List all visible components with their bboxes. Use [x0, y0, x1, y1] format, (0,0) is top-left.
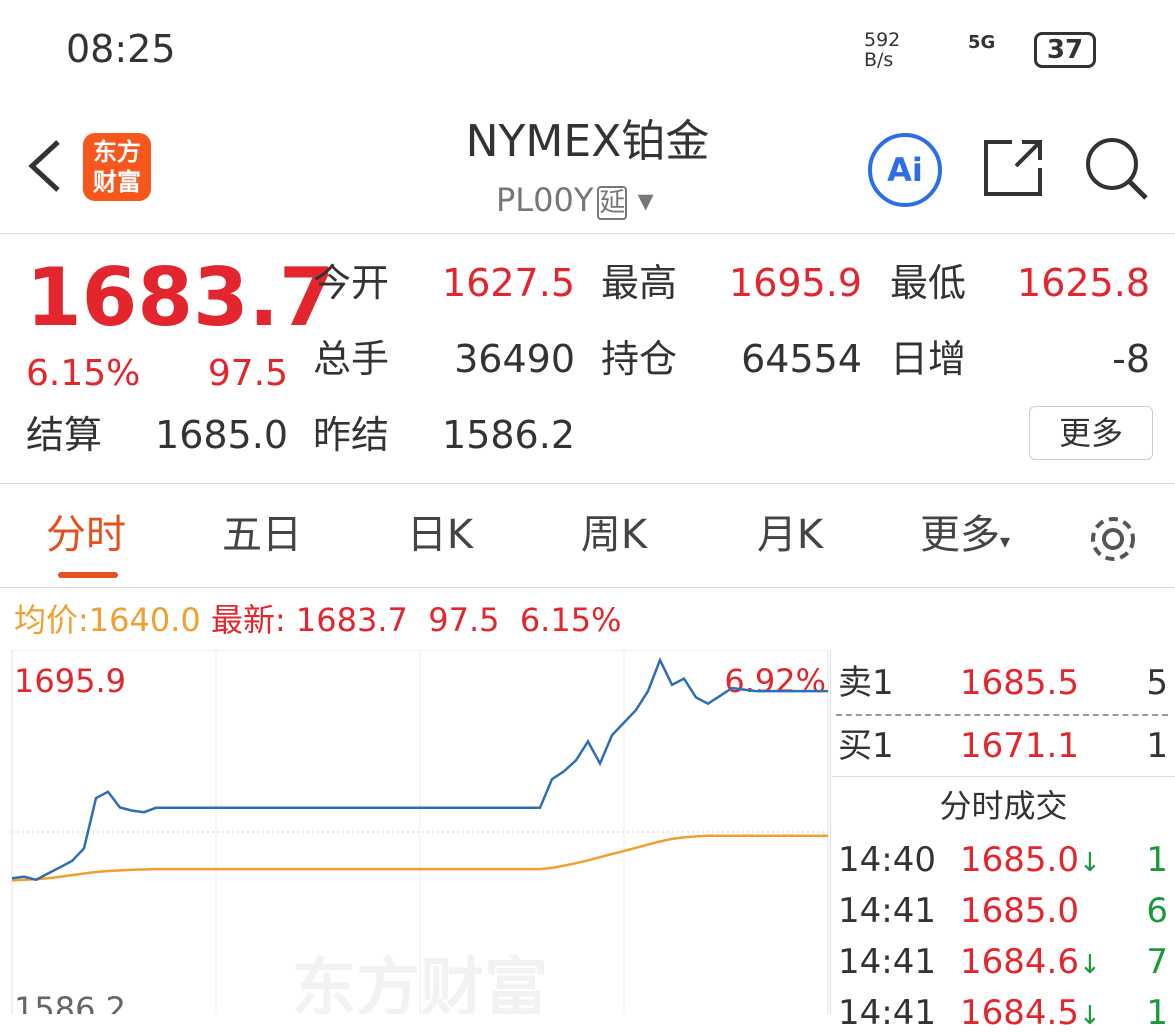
- book-label: 买1: [838, 726, 894, 766]
- book-volume: 1: [1146, 726, 1168, 766]
- latest-label: 最新:: [210, 601, 286, 639]
- trade-time: 14:41: [838, 891, 936, 931]
- search-button[interactable]: [1084, 136, 1150, 202]
- field-value: 1695.9: [729, 261, 862, 305]
- field-value: 1625.8: [1017, 261, 1150, 305]
- trade-volume: 7: [1146, 942, 1168, 982]
- field-value: 1685.0: [155, 413, 288, 457]
- top-pct: 6.92%: [724, 662, 826, 700]
- divider: [830, 650, 831, 1014]
- tab-indicator: [58, 572, 118, 578]
- average-line: [11, 834, 828, 882]
- speed-value: 592: [864, 29, 901, 51]
- trade-time: 14:40: [838, 840, 936, 880]
- book-price: 1671.1: [960, 726, 1079, 766]
- trade-dir: ↓: [1078, 848, 1101, 878]
- field-label: 日增: [890, 337, 967, 381]
- field-label: 总手: [313, 337, 390, 381]
- latest-value: 1683.7: [295, 601, 408, 639]
- trade-volume: 1: [1146, 840, 1168, 880]
- ai-button[interactable]: Ai: [868, 133, 942, 207]
- watermark: 东方财富: [292, 952, 548, 1014]
- divider: [0, 483, 1175, 484]
- price-line: [11, 656, 828, 882]
- more-button[interactable]: 更多: [1029, 406, 1153, 460]
- intraday-chart: 东方财富 1695.9 6.92% 1586.2: [11, 650, 829, 1014]
- field-label: 今开: [313, 261, 390, 305]
- tab[interactable]: 五日: [222, 512, 302, 558]
- latest-change: 97.5: [428, 601, 500, 639]
- trades-title: 分时成交: [939, 787, 1068, 825]
- share-button[interactable]: [982, 136, 1046, 200]
- summary: 均价:1640.0 最新: 1683.7 97.5 6.15%: [14, 604, 621, 636]
- tab-caret: ▾: [999, 529, 1011, 553]
- field-label: 最低: [890, 261, 967, 305]
- net-speed: 592 B/s: [864, 30, 900, 70]
- field-value: 36490: [454, 337, 575, 381]
- latest-pct: 6.15%: [519, 601, 622, 639]
- signal: 5G: [968, 32, 996, 53]
- trade-price: 1685.0↓: [960, 840, 1101, 880]
- book-divider: [836, 714, 1168, 716]
- speed-unit: B/s: [864, 49, 894, 71]
- clock: 08:25: [66, 27, 176, 71]
- book-price: 1685.5: [960, 663, 1079, 703]
- code: PL00Y 延 ▾: [496, 181, 654, 220]
- trade-volume: 6: [1146, 891, 1168, 931]
- logo: 东方 财富: [83, 133, 151, 201]
- trade-dir: ↓: [1078, 1001, 1101, 1031]
- symbol: PL00Y: [496, 181, 594, 219]
- book-label: 卖1: [838, 663, 894, 703]
- battery: 37: [1034, 32, 1096, 68]
- tab[interactable]: 周K: [580, 512, 648, 558]
- trade-time: 14:41: [838, 942, 936, 982]
- avg-value: 1640.0: [88, 601, 201, 639]
- field-label: 持仓: [601, 337, 678, 381]
- trade-price: 1685.0: [960, 891, 1079, 931]
- delay-badge: 延: [597, 186, 628, 220]
- chart-frame: [11, 650, 829, 1014]
- field-label: 结算: [26, 413, 103, 457]
- trade-price: 1684.6↓: [960, 942, 1101, 982]
- last-price: 1683.7: [26, 251, 335, 344]
- divider: [0, 587, 1175, 588]
- logo-line: 财富: [93, 168, 141, 196]
- trade-volume: 1: [1146, 993, 1168, 1033]
- field-label: 最高: [601, 261, 678, 305]
- tab[interactable]: 月K: [756, 512, 824, 558]
- divider: [832, 776, 1175, 777]
- trade-dir: ↓: [1078, 950, 1101, 980]
- tab[interactable]: 日K: [406, 512, 474, 558]
- field-value: 1586.2: [442, 413, 575, 457]
- book-volume: 5: [1146, 663, 1168, 703]
- avg-label: 均价:: [14, 601, 89, 639]
- top-label: 1695.9: [14, 662, 126, 700]
- change: 97.5: [207, 353, 288, 394]
- field-value: 1627.5: [442, 261, 575, 305]
- tab[interactable]: 分时: [46, 512, 126, 558]
- logo-line: 东方: [93, 138, 141, 166]
- change-pct: 6.15%: [26, 353, 141, 394]
- settings-button[interactable]: [1086, 512, 1140, 566]
- back-button[interactable]: [26, 138, 66, 198]
- field-value: 64554: [741, 337, 862, 381]
- trade-time: 14:41: [838, 993, 936, 1033]
- mid-label: 1586.2: [14, 990, 126, 1014]
- divider: [0, 233, 1175, 234]
- field-value: -8: [1112, 337, 1150, 381]
- field-label: 昨结: [313, 413, 390, 457]
- trade-price: 1684.5↓: [960, 993, 1101, 1033]
- title: NYMEX铂金: [465, 116, 710, 167]
- tab[interactable]: 更多▾: [919, 512, 1011, 558]
